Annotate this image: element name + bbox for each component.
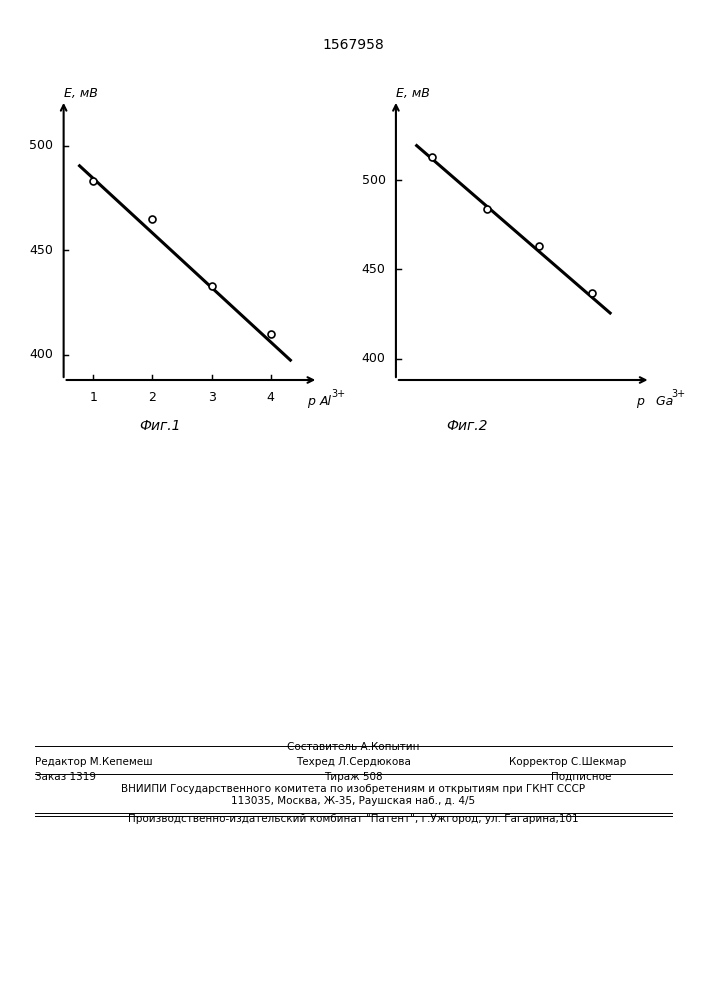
Text: 3+: 3+ — [672, 389, 686, 399]
Text: Фиг.1: Фиг.1 — [139, 419, 181, 433]
Text: 500: 500 — [30, 139, 54, 152]
Text: Фиг.2: Фиг.2 — [446, 419, 488, 433]
Text: 4: 4 — [267, 391, 275, 404]
Text: p: p — [308, 395, 315, 408]
Text: Редактор М.Кепемеш: Редактор М.Кепемеш — [35, 757, 153, 767]
Text: Тираж 508: Тираж 508 — [325, 772, 382, 782]
Text: Al: Al — [320, 395, 332, 408]
Text: E, мВ: E, мВ — [396, 87, 430, 100]
Text: p: p — [636, 395, 644, 408]
Text: 2: 2 — [148, 391, 156, 404]
Text: 400: 400 — [30, 348, 54, 361]
Text: 450: 450 — [30, 244, 54, 257]
Text: 113035, Москва, Ж-35, Раушская наб., д. 4/5: 113035, Москва, Ж-35, Раушская наб., д. … — [231, 796, 476, 806]
Text: Составитель А.Копытин: Составитель А.Копытин — [287, 742, 420, 752]
Text: Подписное: Подписное — [551, 772, 612, 782]
Text: Техред Л.Сердюкова: Техред Л.Сердюкова — [296, 757, 411, 767]
Text: Ga: Ga — [652, 395, 673, 408]
Text: 450: 450 — [362, 263, 386, 276]
Text: 400: 400 — [362, 352, 386, 365]
Text: 3+: 3+ — [331, 389, 345, 399]
Text: Корректор С.Шекмар: Корректор С.Шекмар — [509, 757, 626, 767]
Text: 500: 500 — [362, 174, 386, 187]
Text: Заказ 1319: Заказ 1319 — [35, 772, 96, 782]
Text: 1567958: 1567958 — [322, 38, 385, 52]
Text: Производственно-издательский комбинат "Патент", г.Ужгород, ул. Гагарина,101: Производственно-издательский комбинат "П… — [128, 814, 579, 824]
Text: ВНИИПИ Государственного комитета по изобретениям и открытиям при ГКНТ СССР: ВНИИПИ Государственного комитета по изоб… — [122, 784, 585, 794]
Text: E, мВ: E, мВ — [64, 87, 98, 100]
Text: 3: 3 — [208, 391, 216, 404]
Text: 1: 1 — [89, 391, 97, 404]
